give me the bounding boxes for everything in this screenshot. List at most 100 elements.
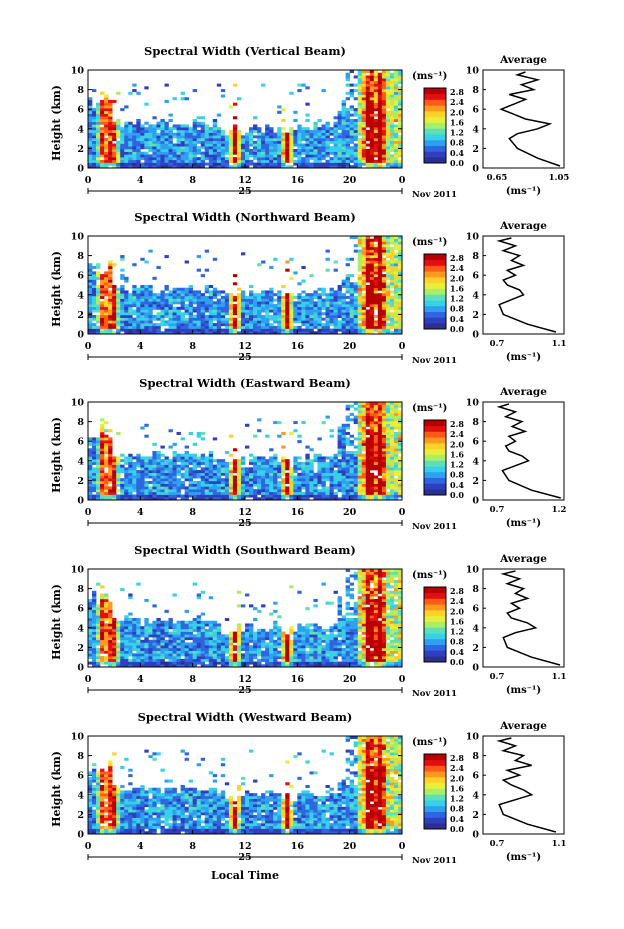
y-tick-label: 6 — [77, 437, 84, 448]
colorbar-swatch — [424, 644, 446, 651]
x-tick-label: 0 — [85, 674, 92, 685]
colorbar-swatch — [424, 157, 446, 164]
colorbar-tick-label: 2.8 — [450, 419, 464, 429]
colorbar-unit: (ms⁻¹) — [412, 737, 447, 748]
colorbar-tick-label: 2.4 — [450, 429, 464, 439]
colorbar-tick-label: 0.0 — [450, 324, 464, 334]
average-title: Average — [499, 553, 547, 565]
y-tick-label: 4 — [77, 790, 84, 801]
colorbar-tick-label: 2.4 — [450, 596, 464, 606]
average-frame — [482, 735, 565, 835]
colorbar-swatch — [424, 259, 446, 266]
average-x-tick: 1.1 — [552, 339, 567, 349]
average-x-tick: 1.2 — [552, 505, 567, 515]
colorbar-swatch — [424, 466, 446, 473]
colorbar-swatch — [424, 592, 446, 599]
colorbar-swatch — [424, 823, 446, 830]
colorbar-swatch — [424, 93, 446, 100]
average-y-tick: 8 — [472, 584, 479, 595]
colorbar-swatch — [424, 145, 446, 152]
colorbar-swatch — [424, 788, 446, 795]
average-frame — [482, 568, 565, 668]
average-y-tick: 10 — [466, 398, 480, 409]
colorbar-swatch — [424, 271, 446, 278]
colorbar-unit: (ms⁻¹) — [412, 71, 447, 82]
colorbar-tick-label: 2.0 — [450, 107, 464, 117]
colorbar-swatch — [424, 782, 446, 789]
colorbar-tick-label: 2.0 — [450, 606, 464, 616]
colorbar-swatch — [424, 777, 446, 784]
x-tick-label: 20 — [343, 841, 357, 852]
average-y-tick: 6 — [472, 271, 479, 282]
colorbar-swatch — [424, 771, 446, 778]
x-tick-label: 4 — [137, 341, 144, 352]
colorbar-swatch — [424, 627, 446, 634]
colorbar-swatch — [424, 610, 446, 617]
x-tick-label: 8 — [189, 175, 196, 186]
y-tick-label: 6 — [77, 771, 84, 782]
y-tick-label: 6 — [77, 105, 84, 116]
colorbar-tick-label: 2.4 — [450, 263, 464, 273]
average-x-tick: 1.1 — [552, 839, 567, 849]
average-x-tick: 0.7 — [490, 505, 505, 515]
y-axis-label: Height (km) — [50, 85, 63, 161]
y-tick-label: 0 — [77, 496, 84, 507]
x-tick-label: 4 — [137, 674, 144, 685]
colorbar-swatch — [424, 282, 446, 289]
average-line — [499, 71, 561, 167]
colorbar-unit: (ms⁻¹) — [412, 237, 447, 248]
date-month-label: Nov 2011 — [412, 356, 457, 366]
x-tick-label: 0 — [399, 841, 406, 852]
average-x-label: (ms⁻¹) — [506, 186, 541, 197]
colorbar-tick-label: 1.6 — [450, 616, 464, 626]
colorbar-swatch — [424, 759, 446, 766]
colorbar-tick-label: 0.4 — [450, 814, 464, 824]
average-y-tick: 8 — [472, 417, 479, 428]
colorbar-tick-label: 0.4 — [450, 148, 464, 158]
x-tick-label: 20 — [343, 674, 357, 685]
colorbar-tick-label: 1.2 — [450, 294, 464, 304]
average-y-tick: 6 — [472, 437, 479, 448]
colorbar-tick-label: 0.0 — [450, 657, 464, 667]
colorbar-swatch — [424, 254, 446, 261]
y-tick-label: 8 — [77, 751, 84, 762]
average-y-tick: 0 — [472, 496, 479, 507]
panel-3: Spectral Width (Eastward Beam) 0 2 4 6 8 10 0 4 8… — [50, 376, 566, 532]
colorbar-swatch — [424, 477, 446, 484]
colorbar-swatch — [424, 88, 446, 95]
average-profile: Average 0 2 4 6 8 10 0.7 1.1 (ms⁻¹) — [466, 553, 567, 696]
y-tick-label: 4 — [77, 456, 84, 467]
average-y-tick: 10 — [466, 232, 480, 243]
average-line — [496, 737, 557, 833]
average-line — [500, 570, 561, 666]
colorbar-swatch — [424, 448, 446, 455]
average-line — [496, 403, 561, 499]
x-tick-label: 8 — [189, 674, 196, 685]
x-tick-label: 0 — [399, 341, 406, 352]
colorbar-swatch — [424, 765, 446, 772]
average-x-tick: 0.7 — [490, 839, 505, 849]
average-y-tick: 8 — [472, 85, 479, 96]
average-x-label: (ms⁻¹) — [506, 352, 541, 363]
average-y-tick: 4 — [472, 290, 479, 301]
colorbar-tick-label: 2.4 — [450, 763, 464, 773]
y-tick-label: 6 — [77, 604, 84, 615]
colorbar-swatch — [424, 431, 446, 438]
panel-1: Spectral Width (Vertical Beam) 0 2 4 6 8 10 0 4 8… — [50, 44, 569, 200]
y-tick-label: 2 — [77, 310, 84, 321]
date-month-label: Nov 2011 — [412, 689, 457, 699]
average-y-tick: 4 — [472, 456, 479, 467]
average-frame — [482, 401, 565, 501]
colorbar-swatch — [424, 311, 446, 318]
heatmap-field — [88, 236, 403, 335]
panel-title: Spectral Width (Vertical Beam) — [144, 44, 346, 58]
average-x-label: (ms⁻¹) — [506, 852, 541, 863]
colorbar-tick-label: 0.8 — [450, 637, 464, 647]
x-tick-label: 4 — [137, 175, 144, 186]
y-tick-label: 8 — [77, 85, 84, 96]
colorbar-swatch — [424, 420, 446, 427]
y-axis-label: Height (km) — [50, 751, 63, 827]
colorbar-swatch — [424, 811, 446, 818]
y-tick-label: 6 — [77, 271, 84, 282]
colorbar-swatch — [424, 460, 446, 467]
